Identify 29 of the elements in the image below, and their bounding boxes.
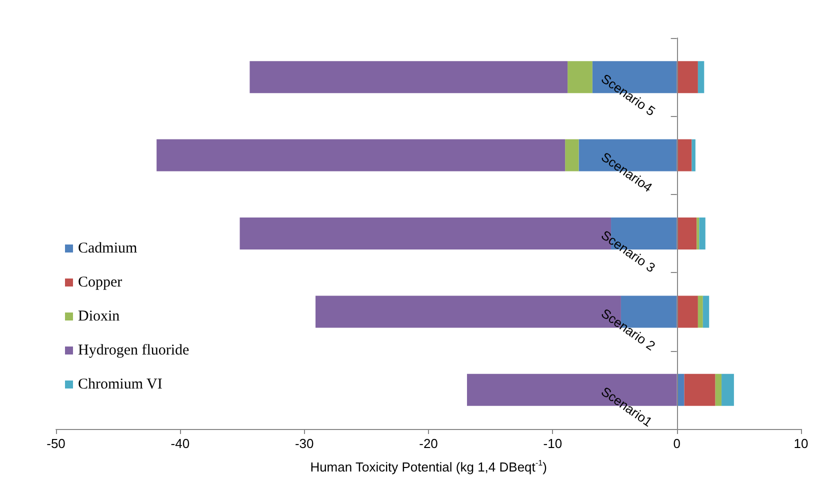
x-tick-label: -30 xyxy=(294,436,314,451)
x-tick-label: -10 xyxy=(543,436,562,451)
legend-label: Dioxin xyxy=(78,308,120,324)
legend-label: Hydrogen fluoride xyxy=(78,342,190,358)
bar xyxy=(676,218,697,250)
x-tick-label: 10 xyxy=(794,436,808,451)
bar xyxy=(715,374,722,406)
bar xyxy=(684,374,716,406)
bar xyxy=(698,61,704,94)
bar xyxy=(156,139,566,172)
bar xyxy=(702,296,710,328)
bar xyxy=(699,218,706,250)
x-tick-label: -20 xyxy=(419,436,438,451)
bar xyxy=(676,61,698,94)
x-tick-label: 0 xyxy=(673,436,680,451)
bar xyxy=(568,61,592,94)
bar xyxy=(692,139,696,172)
legend-label: Cadmium xyxy=(78,240,138,256)
bar xyxy=(698,296,703,328)
bar xyxy=(565,139,579,172)
bar xyxy=(676,296,698,328)
legend-label: Copper xyxy=(78,274,122,290)
x-tick-label: -50 xyxy=(46,436,66,451)
legend-label: Chromium VI xyxy=(78,376,162,392)
x-tick-label: -40 xyxy=(170,436,190,451)
bar xyxy=(250,61,568,94)
bar xyxy=(696,218,700,250)
bar xyxy=(676,139,692,172)
bar xyxy=(722,374,734,406)
